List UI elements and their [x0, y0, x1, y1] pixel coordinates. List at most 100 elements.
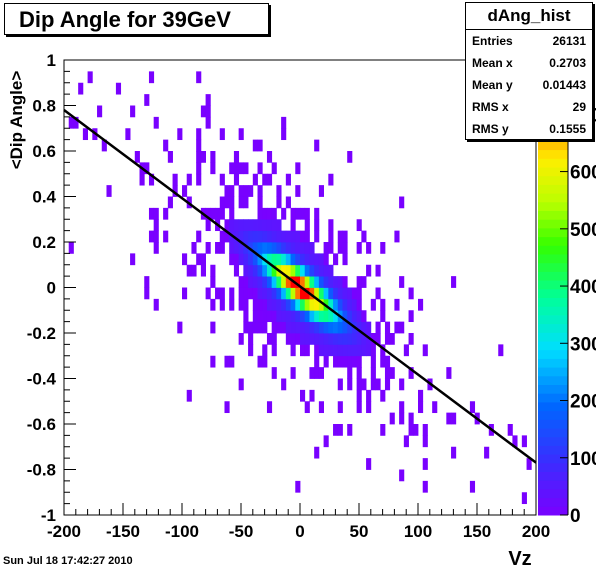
heatmap-cell: [342, 276, 348, 288]
heatmap-cell: [233, 151, 240, 163]
heatmap-cell: [271, 242, 277, 254]
heatmap-cell: [300, 287, 306, 300]
colorbar-segment: [538, 436, 568, 446]
heatmap-cell: [257, 185, 263, 197]
heatmap-cell: [215, 287, 221, 300]
heatmap-cell: [366, 458, 372, 470]
heatmap-cell: [130, 253, 136, 266]
heatmap-cell: [309, 276, 315, 288]
colorbar-segment: [538, 497, 568, 507]
heatmap-cell: [219, 173, 225, 186]
colorbar-segment: [538, 332, 568, 342]
heatmap-cell: [219, 128, 225, 141]
heatmap-cell: [526, 458, 532, 470]
axes: -200 -150 -100 -50 0 50 100 150 200 -1 -0.8 -0.6 -0.…: [27, 51, 550, 541]
heatmap-cell: [266, 242, 273, 254]
heatmap-cell: [191, 242, 197, 254]
heatmap-cell: [356, 355, 362, 368]
colorbar-segment: [538, 245, 568, 255]
heatmap-cell: [314, 344, 320, 357]
heatmap-cell: [309, 264, 315, 277]
heatmap-cell: [97, 105, 103, 118]
heatmap-cell: [314, 207, 320, 220]
heatmap-cell: [271, 310, 277, 323]
heatmap-cell: [328, 310, 334, 323]
heatmap-cell: [375, 378, 381, 391]
heatmap-cell: [271, 298, 277, 311]
heatmap-cell: [262, 242, 268, 254]
heatmap-cell: [314, 139, 320, 152]
heatmap-cell: [252, 276, 258, 288]
stats-label: RMS y: [472, 122, 509, 136]
heatmap-cell: [304, 230, 310, 243]
heatmap-cell: [257, 276, 263, 288]
heatmap-cell: [205, 207, 211, 220]
stats-value: 26131: [552, 34, 586, 48]
heatmap-cell: [309, 321, 315, 334]
heatmap-cell: [252, 321, 258, 334]
heatmap-cell: [285, 196, 291, 209]
heatmap-cell: [248, 321, 254, 334]
colorbar-segment: [538, 323, 568, 333]
heatmap-cell: [361, 378, 367, 391]
heatmap-cell: [403, 344, 409, 357]
heatmap-cell: [304, 276, 310, 288]
heatmap-cell: [271, 276, 277, 288]
heatmap-cell: [300, 230, 306, 243]
heatmap-cell: [333, 355, 339, 368]
colorbar: 0100200300400500600700: [538, 80, 596, 527]
heatmap-cell: [200, 151, 206, 163]
heatmap-cell: [300, 242, 306, 254]
heatmap-cell: [314, 310, 320, 323]
heatmap-cell: [469, 480, 476, 493]
heatmap-cell: [87, 71, 93, 84]
heatmap-cell: [257, 287, 263, 300]
heatmap-cell: [233, 264, 240, 277]
heatmap-cell: [323, 355, 329, 368]
heatmap-cell: [323, 310, 329, 323]
colorbar-segment: [538, 506, 568, 516]
heatmap-cell: [389, 367, 395, 379]
heatmap-cell: [304, 242, 310, 254]
heatmap-cell: [347, 310, 353, 323]
x-tick-label: 100: [404, 522, 432, 541]
x-tick-label: -50: [229, 522, 254, 541]
heatmap-cell: [285, 321, 291, 334]
heatmap-cell: [380, 298, 386, 311]
stats-title: dAng_hist: [466, 3, 592, 30]
heatmap-cell: [318, 344, 324, 357]
heatmap-cell: [276, 321, 282, 334]
heatmap-cell: [200, 105, 206, 118]
heatmap-cell: [304, 253, 310, 266]
heatmap-cell: [248, 242, 254, 254]
heatmap-cell: [233, 173, 240, 186]
heatmap-cell: [304, 287, 310, 300]
heatmap-cell: [266, 298, 273, 311]
heatmap-cell: [318, 321, 324, 334]
colorbar-segment: [538, 193, 568, 203]
heatmap-cell: [281, 242, 287, 254]
heatmap-cell: [380, 389, 386, 402]
colorbar-segment: [538, 254, 568, 264]
heatmap-cell: [219, 196, 225, 209]
heatmap-cell: [304, 310, 310, 323]
heatmap-cell: [512, 435, 518, 448]
heatmap-cell: [295, 253, 301, 266]
heatmap-cell: [219, 242, 225, 254]
y-tick-label: 0.8: [32, 97, 56, 116]
heatmap-cell: [276, 230, 282, 243]
heatmap-cell: [229, 185, 235, 197]
heatmap-cell: [361, 333, 367, 345]
heatmap-cell: [347, 287, 353, 300]
heatmap-cell: [408, 333, 414, 345]
heatmap-cell: [266, 276, 273, 288]
heatmap-cell: [380, 344, 386, 357]
heatmap-cell: [337, 230, 343, 243]
heatmap-cell: [243, 276, 249, 288]
heatmap-cell: [219, 287, 225, 300]
heatmap-cell: [224, 196, 230, 209]
y-tick-label: -1: [41, 506, 56, 525]
heatmap-cell: [318, 401, 324, 414]
heatmap-cell: [68, 242, 74, 254]
